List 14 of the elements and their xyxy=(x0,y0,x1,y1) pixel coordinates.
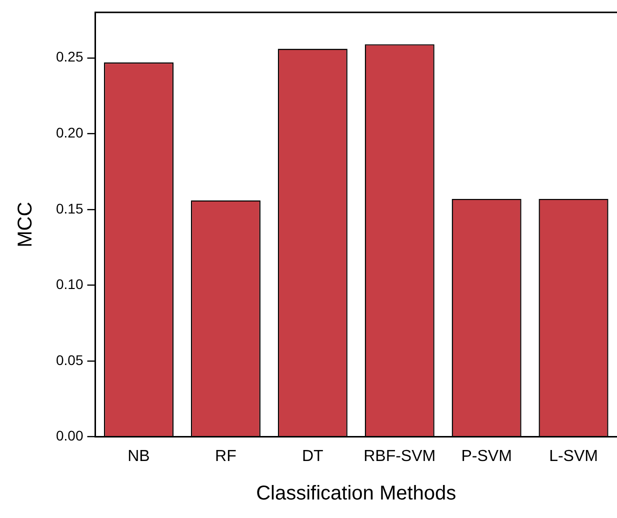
x-tick-label: L-SVM xyxy=(549,448,598,465)
y-tick-label: 0.20 xyxy=(56,124,84,141)
x-axis-title: Classification Methods xyxy=(256,482,456,505)
x-tick-label: NB xyxy=(128,448,150,465)
y-tick-label: 0.25 xyxy=(56,48,84,65)
y-axis-title: MCC xyxy=(14,202,37,248)
x-tick-label: DT xyxy=(302,448,324,465)
x-tick-label: P-SVM xyxy=(461,448,512,465)
x-tick-label: RF xyxy=(215,448,237,465)
y-tick-label: 0.05 xyxy=(56,352,84,368)
x-tick-label: RBF-SVM xyxy=(364,448,436,465)
y-tick-label: 0.00 xyxy=(56,428,84,444)
y-tick-label: 0.10 xyxy=(56,276,84,292)
y-tick-label: 0.15 xyxy=(56,200,84,216)
